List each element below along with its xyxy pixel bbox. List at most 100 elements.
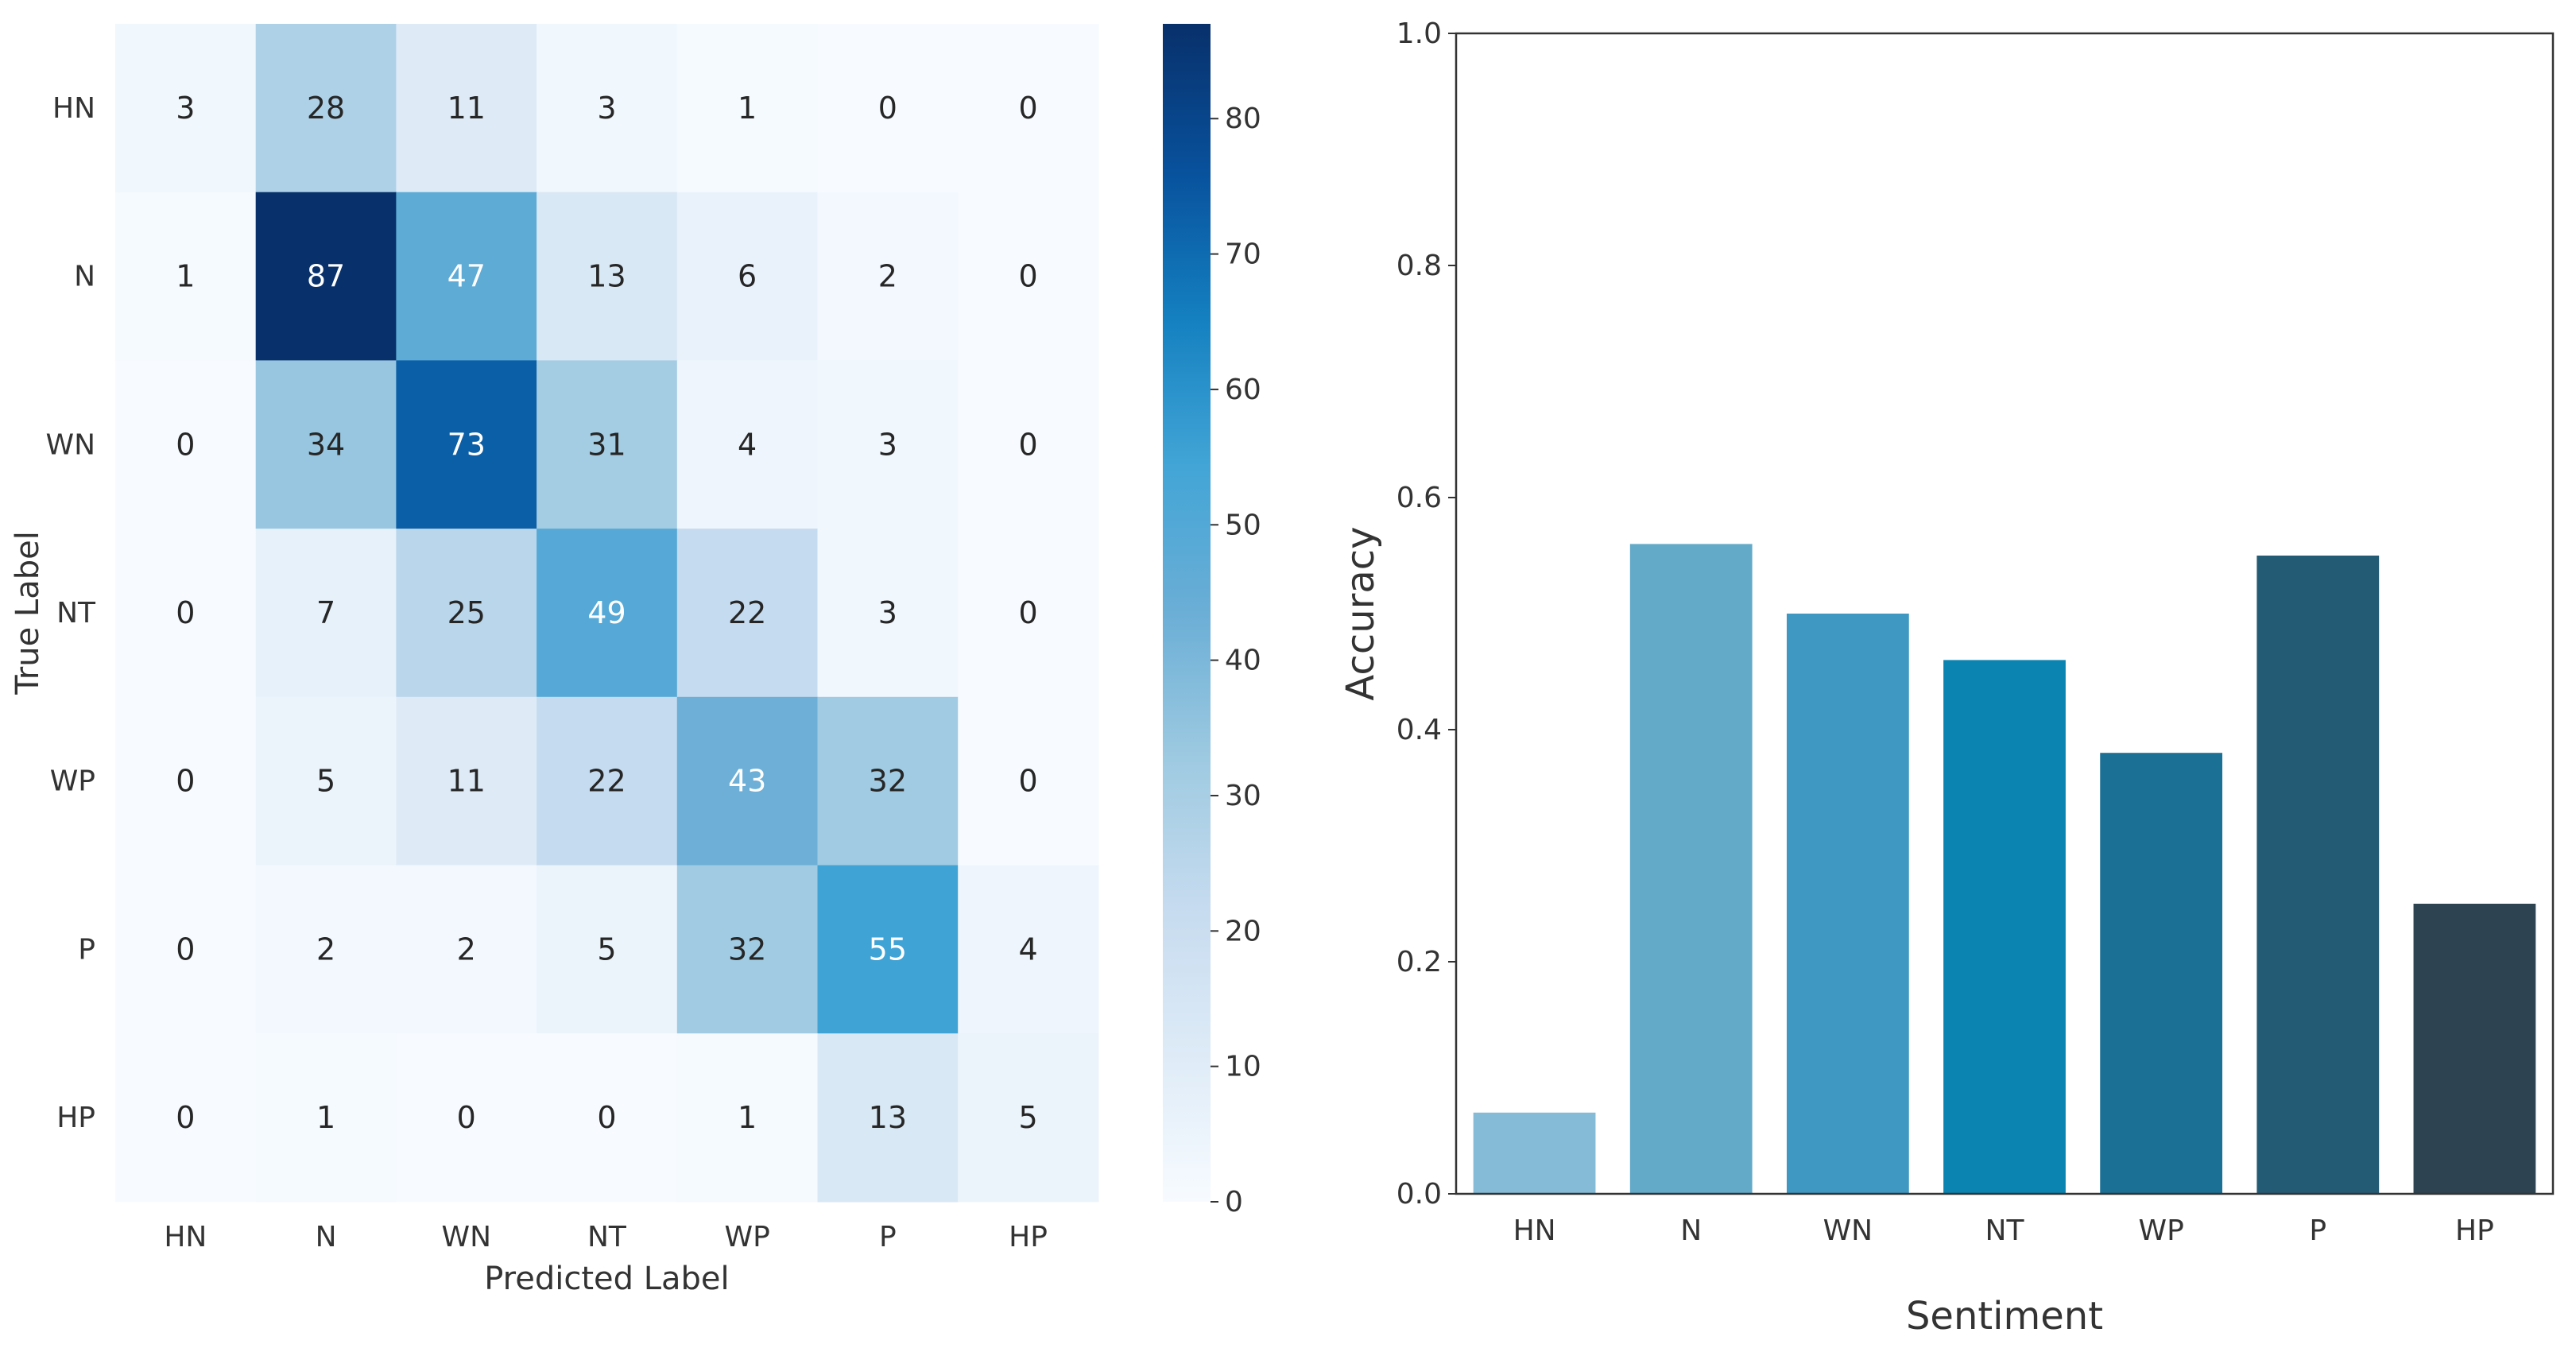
heatmap-col-label: P — [879, 1221, 897, 1253]
heatmap-cell-label: 11 — [447, 91, 486, 126]
bar-x-tick-label: N — [1680, 1214, 1702, 1247]
heatmap-cell-label: 0 — [1018, 764, 1037, 799]
heatmap-col-label: HP — [1009, 1221, 1048, 1253]
heatmap-cell — [255, 1033, 397, 1203]
heatmap-cell-label: 0 — [176, 1100, 195, 1135]
heatmap-cell-label: 3 — [878, 427, 897, 462]
heatmap-cell-label: 3 — [597, 91, 616, 126]
accuracy-bar — [2256, 556, 2380, 1194]
heatmap-col-label: NT — [587, 1221, 627, 1253]
heatmap-cell-label: 2 — [316, 932, 335, 967]
heatmap-cell-label: 1 — [316, 1100, 335, 1135]
heatmap-cell-label: 43 — [728, 764, 766, 799]
colorbar-tick-label: 60 — [1225, 374, 1261, 406]
bar-y-tick-label: 0.4 — [1396, 714, 1442, 746]
heatmap-cell — [537, 696, 678, 866]
heatmap-cell-label: 3 — [878, 595, 897, 630]
heatmap-cell — [958, 192, 1099, 361]
heatmap-cell — [255, 24, 397, 193]
heatmap-cell — [958, 1033, 1099, 1203]
heatmap-row-label: WN — [45, 428, 95, 461]
bar-y-tick-label: 1.0 — [1396, 17, 1442, 50]
heatmap-cell — [817, 865, 959, 1034]
heatmap-cell-label: 13 — [869, 1100, 907, 1135]
bar-x-tick-label: HP — [2455, 1214, 2494, 1247]
colorbar-tick-label: 50 — [1225, 509, 1261, 541]
heatmap-cell — [958, 529, 1099, 698]
heatmap-cell-label: 0 — [1018, 259, 1037, 294]
heatmap-cell — [817, 1033, 959, 1203]
accuracy-bar — [1473, 1112, 1596, 1194]
heatmap-cell — [817, 24, 959, 193]
heatmap-cell — [676, 24, 819, 193]
heatmap-cell — [115, 24, 257, 193]
heatmap-col-label: WP — [724, 1221, 769, 1253]
heatmap-colorbar: 0 10 20 30 40 50 60 70 80 — [1163, 24, 1261, 1218]
heatmap-cell — [115, 192, 257, 361]
heatmap-cell — [537, 865, 678, 1034]
bar-x-axis-title: Sentiment — [1906, 1294, 2103, 1338]
bar-x-tick-label: P — [2309, 1214, 2326, 1247]
heatmap-col-label: WN — [441, 1221, 491, 1253]
heatmap-row-label: P — [78, 933, 95, 966]
heatmap-cell-label: 73 — [447, 427, 486, 462]
heatmap-cell-label: 0 — [176, 595, 195, 630]
heatmap-cell-label: 25 — [447, 595, 486, 630]
accuracy-bar — [2100, 753, 2223, 1194]
bar-y-tick-label: 0.2 — [1396, 946, 1442, 978]
bar-x-tick-label: NT — [1985, 1214, 2025, 1247]
heatmap-cell — [396, 24, 537, 193]
heatmap-cell-label: 4 — [738, 427, 757, 462]
heatmap-cell-label: 6 — [738, 259, 757, 294]
heatmap-cell — [537, 529, 678, 698]
heatmap-cell — [115, 696, 257, 866]
heatmap-cell-label: 3 — [176, 91, 195, 126]
heatmap-cell — [396, 696, 537, 866]
heatmap-cell — [958, 360, 1099, 529]
heatmap-cell-label: 0 — [1018, 595, 1037, 630]
heatmap-cell-label: 34 — [307, 427, 345, 462]
heatmap-cell — [676, 865, 819, 1034]
bar-y-axis-title: Accuracy — [1338, 526, 1383, 700]
colorbar-gradient — [1163, 24, 1211, 1202]
heatmap-cell — [817, 696, 959, 866]
heatmap-cell — [817, 360, 959, 529]
bar-y-tick-label: 0.0 — [1396, 1178, 1442, 1211]
heatmap-cell — [817, 529, 959, 698]
heatmap-cell — [396, 1033, 537, 1203]
heatmap-x-axis-title: Predicted Label — [484, 1261, 729, 1297]
heatmap-cell — [817, 192, 959, 361]
heatmap-cell — [676, 529, 819, 698]
colorbar-tick-label: 70 — [1225, 238, 1261, 271]
heatmap-cell-label: 2 — [878, 259, 897, 294]
heatmap-cell — [115, 1033, 257, 1203]
heatmap-cell-label: 55 — [869, 932, 907, 967]
heatmap-cell-label: 0 — [176, 427, 195, 462]
heatmap-cell — [396, 529, 537, 698]
heatmap-cell-label: 1 — [738, 91, 757, 126]
heatmap-cell — [255, 360, 397, 529]
heatmap-cell-label: 32 — [869, 764, 907, 799]
heatmap-cell — [255, 696, 397, 866]
heatmap-cell-label: 7 — [316, 595, 335, 630]
bar-x-tick-label: HN — [1513, 1214, 1556, 1247]
accuracy-bar — [1629, 544, 1753, 1194]
heatmap-cell-label: 31 — [587, 427, 626, 462]
heatmap-cell-label: 28 — [307, 91, 345, 126]
heatmap-col-label: HN — [164, 1221, 207, 1253]
heatmap-cell — [676, 696, 819, 866]
heatmap-cell — [115, 360, 257, 529]
confusion-matrix-heatmap: 3 28 11 3 1 0 01 87 47 13 6 2 00 34 73 31 4 3 00 7 25 49 22 3 00… — [10, 24, 1099, 1297]
heatmap-cell — [115, 529, 257, 698]
heatmap-cell-label: 0 — [1018, 91, 1037, 126]
heatmap-cell — [958, 696, 1099, 866]
heatmap-cell — [396, 192, 537, 361]
heatmap-cell-label: 1 — [738, 1100, 757, 1135]
heatmap-cell — [537, 24, 678, 193]
heatmap-cell — [396, 360, 537, 529]
accuracy-bar — [1943, 660, 2066, 1194]
heatmap-cell — [537, 192, 678, 361]
accuracy-bar — [1786, 614, 1909, 1194]
heatmap-y-axis-title: True Label — [10, 531, 46, 695]
